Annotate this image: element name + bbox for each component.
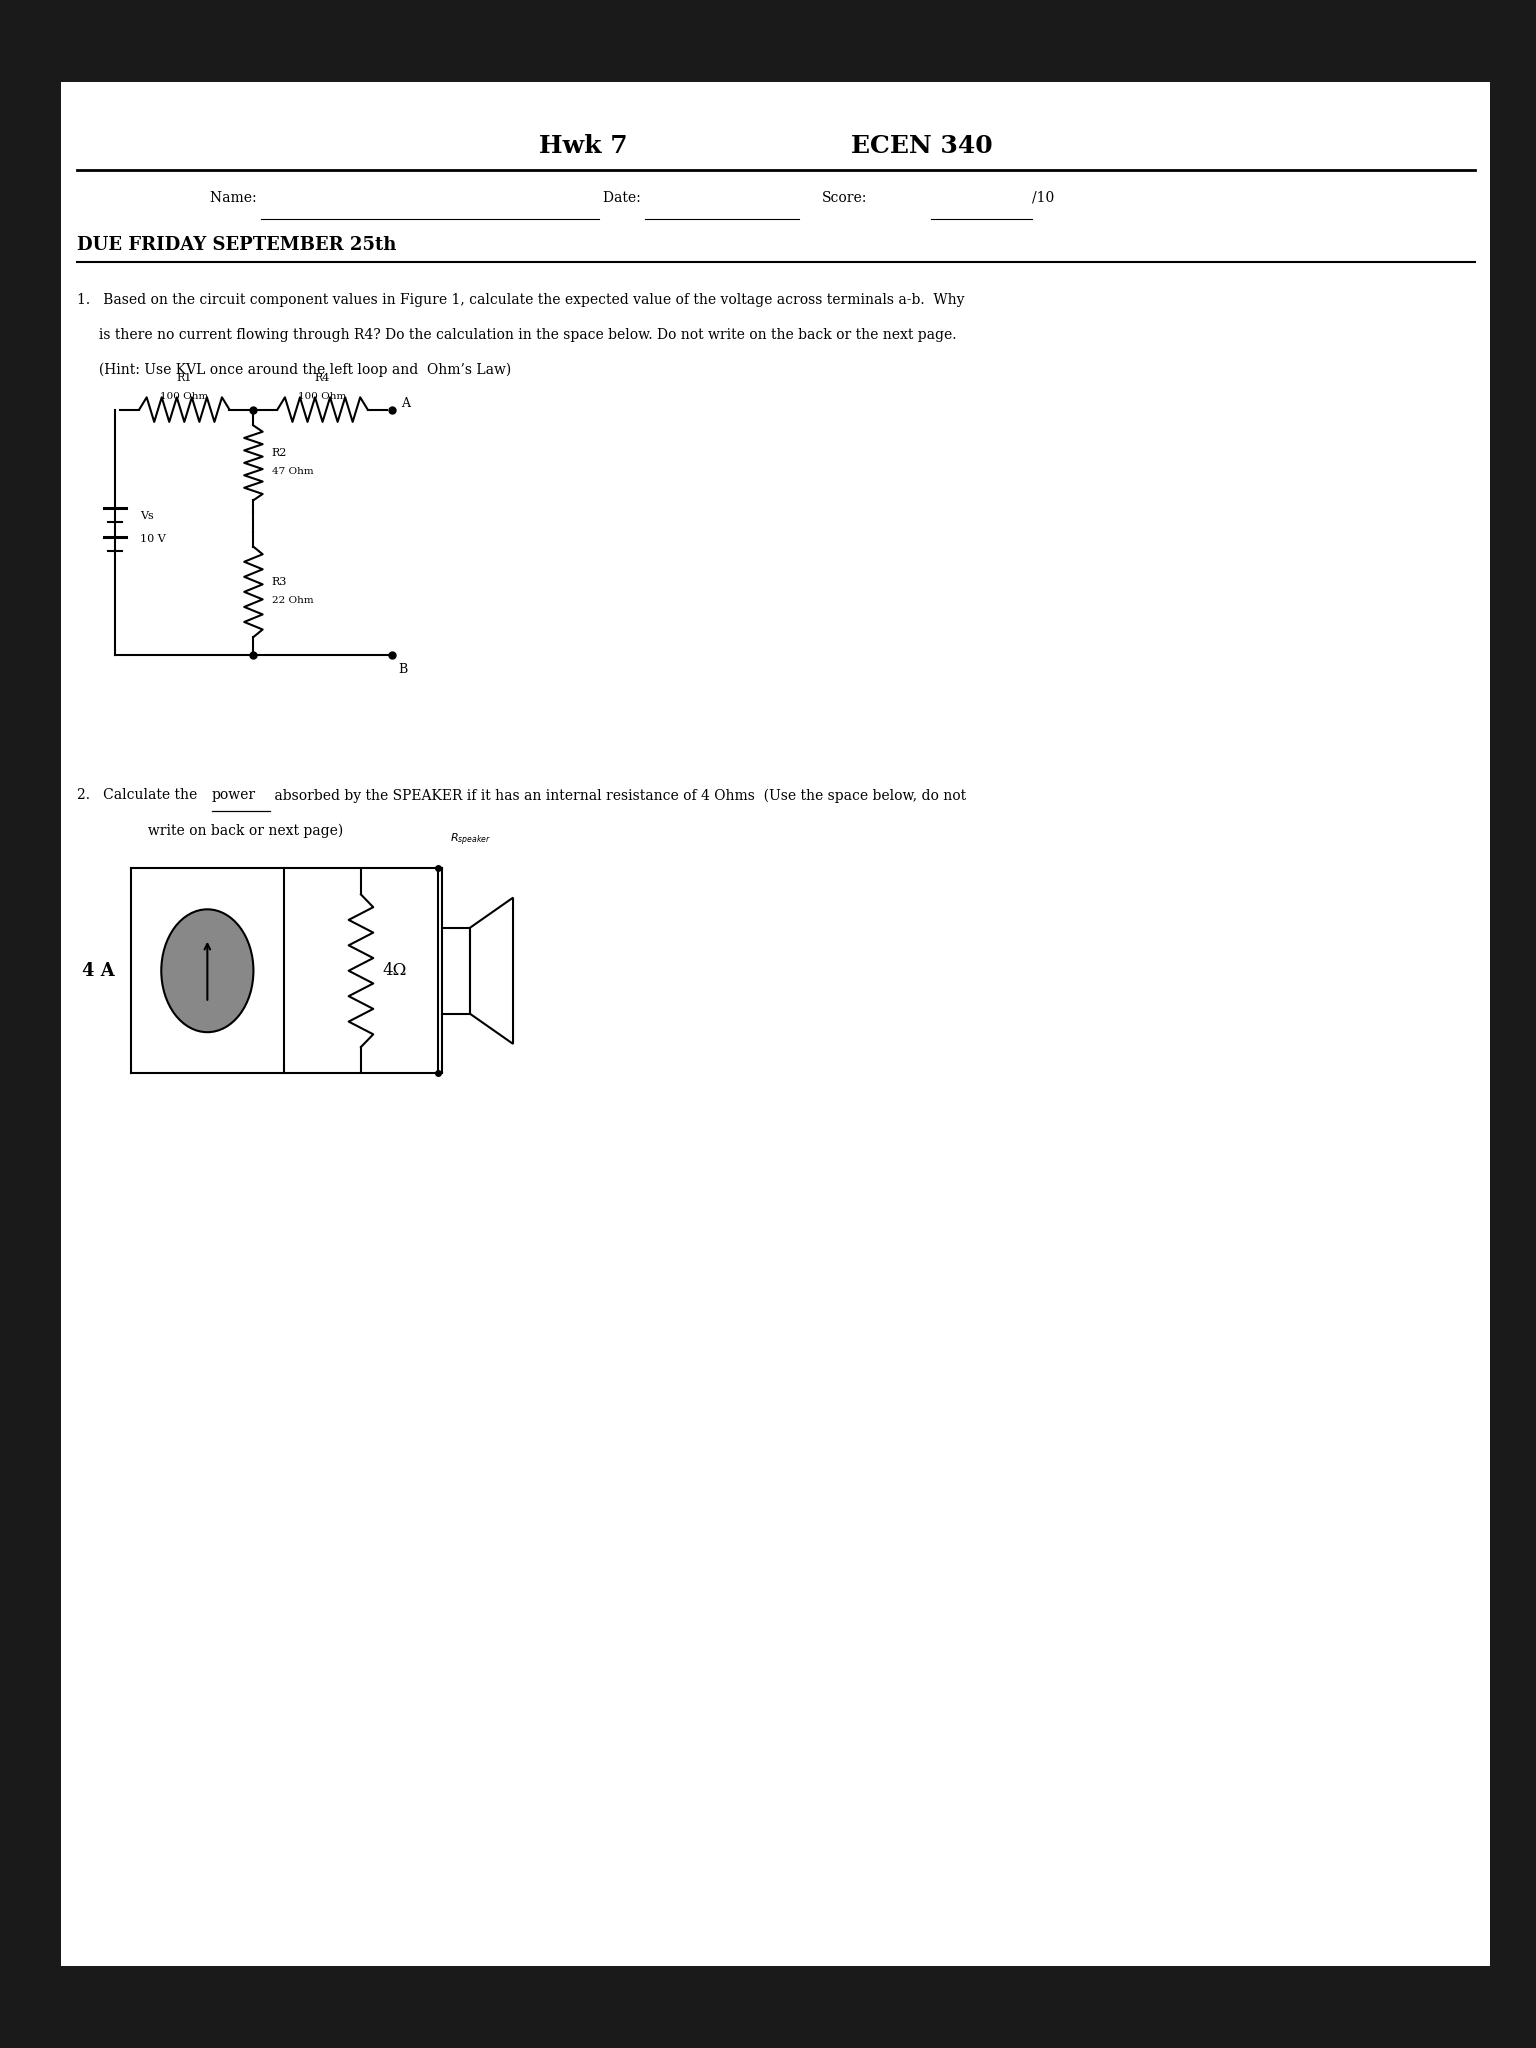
Text: power: power [212,788,257,803]
Text: 22 Ohm: 22 Ohm [272,596,313,604]
Text: is there no current flowing through R4? Do the calculation in the space below. D: is there no current flowing through R4? … [77,328,957,342]
Text: B: B [398,664,407,676]
Text: Score:: Score: [822,190,868,205]
Text: Hwk 7: Hwk 7 [539,133,628,158]
Text: 1.   Based on the circuit component values in Figure 1, calculate the expected v: 1. Based on the circuit component values… [77,293,965,307]
Text: absorbed by the SPEAKER if it has an internal resistance of 4 Ohms  (Use the spa: absorbed by the SPEAKER if it has an int… [270,788,966,803]
Text: write on back or next page): write on back or next page) [126,823,343,838]
Text: R3: R3 [272,578,287,586]
Text: R4: R4 [315,373,330,383]
Text: R2: R2 [272,449,287,457]
Text: 100 Ohm: 100 Ohm [160,393,209,401]
FancyBboxPatch shape [61,82,1490,1966]
Text: Name:: Name: [210,190,261,205]
Text: 4 A: 4 A [83,963,115,979]
Text: Date:: Date: [604,190,645,205]
Text: 2.   Calculate the: 2. Calculate the [77,788,201,803]
Text: Vs: Vs [140,512,154,520]
Text: R1: R1 [177,373,192,383]
Circle shape [161,909,253,1032]
Text: 10 V: 10 V [140,535,166,543]
Polygon shape [470,897,513,1044]
Text: ECEN 340: ECEN 340 [851,133,992,158]
Bar [442,928,470,1014]
Text: (Hint: Use KVL once around the left loop and  Ohm’s Law): (Hint: Use KVL once around the left loop… [77,362,511,377]
Text: 47 Ohm: 47 Ohm [272,467,313,475]
Text: $R_{speaker}$: $R_{speaker}$ [450,831,492,848]
Text: A: A [401,397,410,410]
Text: /10: /10 [1032,190,1054,205]
Text: DUE FRIDAY SEPTEMBER 25th: DUE FRIDAY SEPTEMBER 25th [77,236,396,254]
Text: 4Ω: 4Ω [382,963,407,979]
Text: 100 Ohm: 100 Ohm [298,393,347,401]
